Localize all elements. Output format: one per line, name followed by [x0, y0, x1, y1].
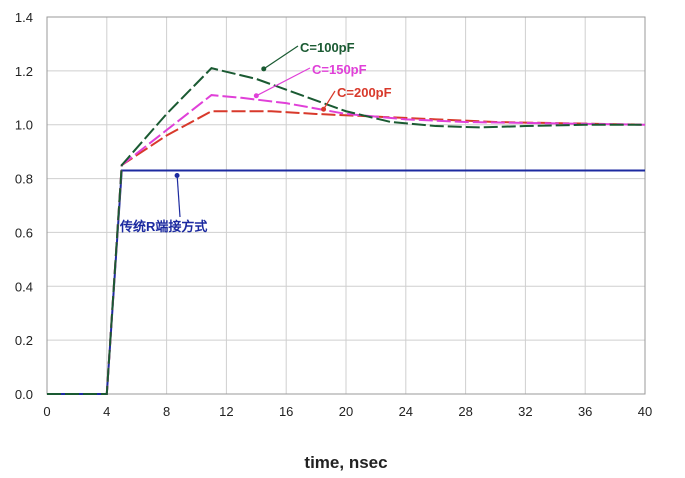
annotation-arrow [323, 90, 336, 110]
annotation-label: C=200pF [337, 85, 392, 100]
y-tick-label: 1.4 [15, 10, 33, 25]
annotation-label: 传统R端接方式 [119, 219, 207, 234]
x-tick-label: 20 [339, 404, 353, 419]
series-group [47, 67, 646, 395]
annotations: C=100pF C=150pF C=200pF 传统R端接方式 [119, 40, 392, 234]
arrow-head [261, 66, 267, 72]
annotation-label: C=100pF [300, 40, 355, 55]
series-line [47, 94, 646, 395]
tick-labels: 0 4 8 12 16 20 24 28 32 36 40 0.0 0.2 0.4 0.6 0.8 1.0 1.2… [15, 10, 652, 419]
x-tick-label: 4 [103, 404, 110, 419]
x-tick-label: 40 [638, 404, 652, 419]
x-tick-label: 12 [219, 404, 233, 419]
annotation-label: C=150pF [312, 62, 367, 77]
x-tick-label: 8 [163, 404, 170, 419]
series-line [47, 110, 646, 395]
x-tick-label: 28 [458, 404, 472, 419]
annotation-arrow [263, 45, 299, 70]
y-tick-label: 0.4 [15, 279, 33, 294]
y-tick-label: 0.2 [15, 333, 33, 348]
y-tick-label: 0.6 [15, 225, 33, 240]
annotation-arrow [176, 174, 181, 218]
arrow-head [253, 93, 259, 99]
arrow-head [174, 172, 180, 178]
y-tick-label: 1.0 [15, 118, 33, 133]
x-tick-label: 36 [578, 404, 592, 419]
grid [46, 16, 646, 395]
x-tick-label: 24 [399, 404, 413, 419]
x-tick-label: 32 [518, 404, 532, 419]
x-tick-label: 0 [43, 404, 50, 419]
plot-frame [46, 16, 646, 395]
y-tick-label: 0.0 [15, 387, 33, 402]
arrow-head [321, 106, 327, 112]
y-tick-label: 0.8 [15, 172, 33, 187]
x-tick-label: 16 [279, 404, 293, 419]
annotation-arrow [256, 67, 311, 97]
series-line [47, 67, 645, 395]
x-axis-label: time, nsec [304, 453, 387, 472]
y-tick-label: 1.2 [15, 64, 33, 79]
